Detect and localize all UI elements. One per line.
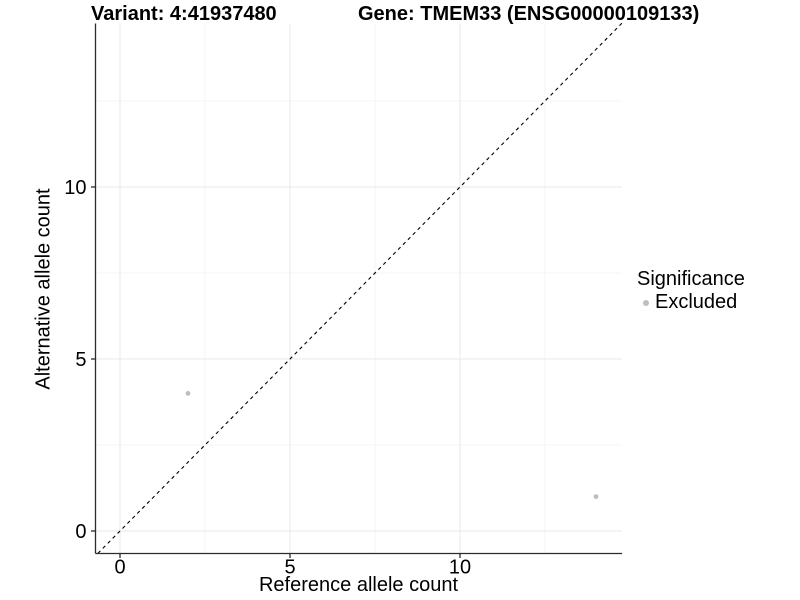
plot-title-variant: Variant: 4:41937480 bbox=[91, 3, 277, 25]
data-point bbox=[593, 494, 599, 499]
y-tick-label: 5 bbox=[75, 349, 86, 371]
identity-dashed-line bbox=[97, 22, 623, 554]
data-point bbox=[185, 391, 191, 396]
legend-key-dot bbox=[643, 299, 649, 306]
legend-entry-excluded: Excluded bbox=[637, 291, 745, 314]
x-tick-label: 5 bbox=[284, 557, 295, 579]
y-tick-label: 0 bbox=[75, 521, 86, 543]
x-tick-label: 10 bbox=[449, 557, 471, 579]
legend: Significance Excluded bbox=[637, 268, 745, 314]
y-tick-label: 10 bbox=[64, 177, 86, 199]
y-axis-title: Alternative allele count bbox=[32, 188, 55, 390]
x-axis-title: Reference allele count bbox=[258, 574, 458, 596]
x-tick-label: 0 bbox=[114, 557, 125, 579]
legend-entry-label: Excluded bbox=[655, 291, 738, 313]
legend-title: Significance bbox=[637, 268, 745, 290]
plot-title-gene: Gene: TMEM33 (ENSG00000109133) bbox=[358, 3, 700, 25]
